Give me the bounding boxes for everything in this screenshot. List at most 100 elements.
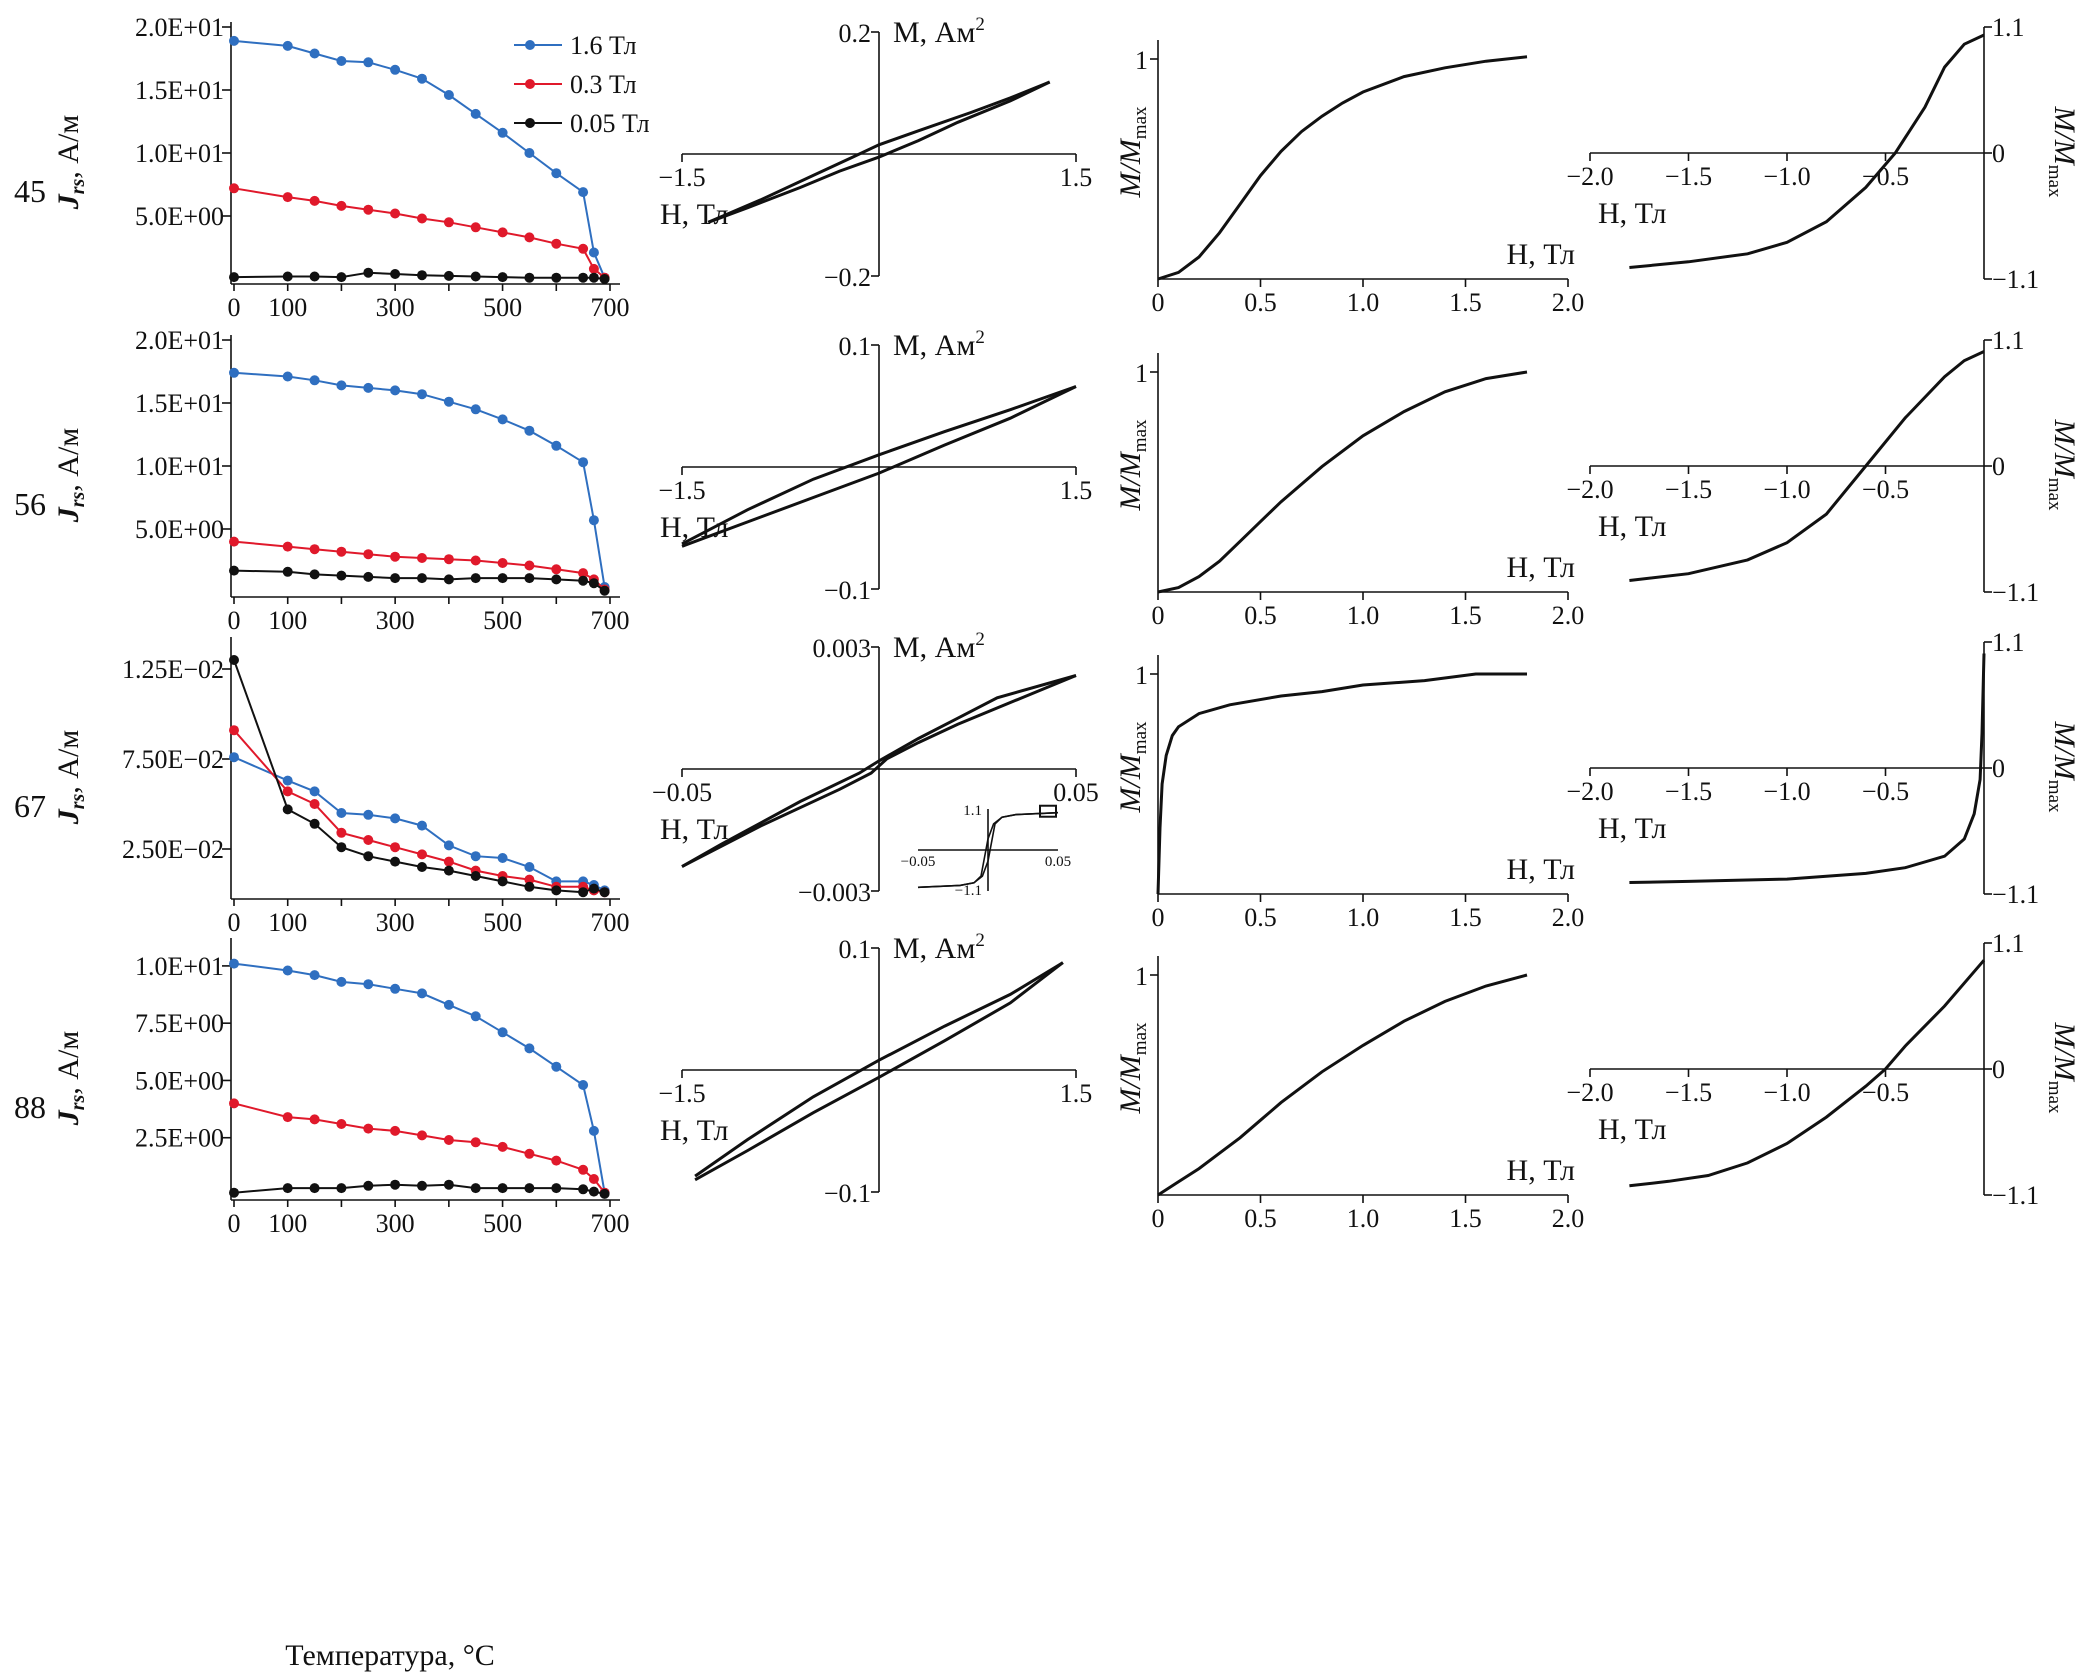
thermal-data-point bbox=[443, 999, 454, 1010]
thermal-data-point bbox=[363, 1180, 374, 1191]
mmax-label-sub: max bbox=[1130, 721, 1151, 754]
thermal-data-point bbox=[336, 808, 347, 818]
thermal-data-point bbox=[551, 564, 562, 575]
legend-marker bbox=[525, 118, 535, 128]
thermal-y-tick-label: 2.0E+01 bbox=[135, 326, 224, 355]
mmax-label-main: M/M bbox=[1114, 752, 1147, 813]
thermal-data-point bbox=[390, 813, 401, 824]
irm-curve bbox=[1157, 55, 1528, 281]
backfield-x-tick-label: −1.0 bbox=[1763, 162, 1810, 191]
irm-x-tick-label: 2.0 bbox=[1552, 1204, 1585, 1233]
thermal-data-point bbox=[497, 227, 508, 238]
thermal-data-point bbox=[551, 1155, 562, 1166]
thermal-data-point bbox=[551, 168, 562, 179]
m-label-superscript: 2 bbox=[975, 14, 985, 35]
backfield-x-tick-label: −0.5 bbox=[1862, 162, 1909, 191]
hysteresis-x-axis-label: H, Тл bbox=[660, 813, 728, 846]
thermal-data-point bbox=[578, 243, 589, 254]
thermal-data-point bbox=[309, 375, 320, 386]
mmax-label-sub: max bbox=[2044, 165, 2065, 198]
thermal-x-tick-label: 100 bbox=[268, 1209, 307, 1238]
thermal-data-point bbox=[551, 238, 562, 249]
thermal-data-point bbox=[309, 799, 320, 809]
thermal-data-point bbox=[470, 108, 481, 119]
thermal-data-point bbox=[470, 871, 481, 881]
thermal-data-point bbox=[443, 90, 454, 100]
thermal-data-point bbox=[497, 573, 508, 584]
backfield-y-tick-label: −1.1 bbox=[1992, 265, 2039, 294]
thermal-data-point bbox=[336, 200, 347, 211]
hysteresis-y-tick-label: −0.2 bbox=[824, 263, 871, 292]
thermal-data-point bbox=[588, 515, 599, 526]
backfield-x-axis-label: H, Тл bbox=[1598, 197, 1666, 230]
backfield-x-tick-label: −2.0 bbox=[1566, 162, 1613, 191]
thermal-x-tick-label: 0 bbox=[228, 1209, 241, 1238]
thermal-data-point bbox=[524, 272, 535, 283]
backfield-x-axis-label: H, Тл bbox=[1598, 812, 1666, 845]
backfield-y-tick-label: −1.1 bbox=[1992, 1181, 2039, 1210]
thermal-data-point bbox=[282, 541, 293, 552]
irm-y-tick-label: 1 bbox=[1135, 661, 1148, 690]
hysteresis-y-axis-label: M, Ам2 bbox=[893, 14, 985, 49]
thermal-data-point bbox=[390, 856, 401, 867]
thermal-data-point bbox=[470, 1183, 481, 1194]
thermal-data-point bbox=[417, 389, 427, 400]
mmax-label-sub: max bbox=[2044, 1081, 2065, 1114]
thermal-data-point bbox=[443, 396, 454, 407]
thermal-x-tick-label: 300 bbox=[376, 1209, 415, 1238]
thermal-data-point bbox=[417, 862, 427, 872]
hysteresis-upper-branch bbox=[681, 385, 1077, 546]
thermal-data-point bbox=[417, 73, 427, 84]
thermal-y-axis-label: Jrs, А/м bbox=[52, 730, 89, 826]
thermal-data-point bbox=[470, 573, 481, 584]
backfield-x-tick-label: −2.0 bbox=[1566, 777, 1613, 806]
hysteresis-y-axis-label: M, Ам2 bbox=[893, 629, 985, 664]
thermal-data-point bbox=[524, 148, 535, 158]
y-label-symbol: J bbox=[52, 808, 85, 825]
thermal-data-point bbox=[470, 1011, 481, 1022]
thermal-y-tick-label: 1.0E+01 bbox=[135, 139, 224, 168]
irm-curve bbox=[1157, 973, 1528, 1197]
hysteresis-x-tick-label: 1.5 bbox=[1060, 163, 1093, 192]
hysteresis-lower-branch bbox=[681, 385, 1077, 548]
thermal-data-point bbox=[390, 551, 401, 562]
thermal-data-point bbox=[309, 271, 320, 282]
thermal-data-point bbox=[578, 1184, 589, 1195]
thermal-data-point bbox=[443, 270, 454, 281]
thermal-data-point bbox=[588, 263, 599, 274]
y-label-unit: , А/м bbox=[52, 115, 85, 179]
thermal-data-point bbox=[229, 958, 239, 969]
thermal-data-point bbox=[229, 1098, 239, 1109]
thermal-data-point bbox=[578, 575, 589, 586]
y-label-subscript: rs bbox=[67, 491, 89, 507]
thermal-x-tick-label: 500 bbox=[483, 606, 522, 635]
hysteresis-x-tick-label: −1.5 bbox=[658, 476, 705, 505]
thermal-data-point bbox=[390, 269, 401, 279]
thermal-data-point bbox=[443, 856, 454, 867]
thermal-x-tick-label: 700 bbox=[591, 606, 630, 635]
thermal-data-point bbox=[363, 1123, 374, 1134]
thermal-data-point bbox=[336, 570, 347, 581]
hysteresis-y-tick-label: 0.1 bbox=[839, 332, 872, 361]
thermal-data-point bbox=[417, 1130, 427, 1141]
thermal-data-point bbox=[551, 574, 562, 585]
irm-x-tick-label: 1.0 bbox=[1347, 903, 1380, 932]
thermal-data-point bbox=[443, 1135, 454, 1145]
thermal-data-point bbox=[443, 840, 454, 851]
hysteresis-x-tick-label: −1.5 bbox=[658, 1079, 705, 1108]
legend-label: 0.05 Тл bbox=[570, 109, 650, 138]
backfield-curve bbox=[1629, 350, 1985, 582]
backfield-x-axis-label: H, Тл bbox=[1598, 1113, 1666, 1146]
y-label-subscript: rs bbox=[67, 178, 89, 194]
backfield-y-tick-label: −1.1 bbox=[1992, 578, 2039, 607]
thermal-data-point bbox=[470, 222, 481, 233]
irm-x-tick-label: 1.5 bbox=[1449, 1204, 1482, 1233]
thermal-data-point bbox=[229, 1187, 239, 1198]
hysteresis-x-axis-label: H, Тл bbox=[660, 1114, 728, 1147]
legend-marker bbox=[525, 79, 535, 89]
thermal-data-point bbox=[390, 983, 401, 994]
thermal-data-point bbox=[497, 1027, 508, 1038]
irm-y-axis-label: M/Mmax bbox=[1114, 419, 1151, 512]
thermal-y-tick-label: 1.25E−02 bbox=[122, 655, 224, 684]
irm-x-tick-label: 1.0 bbox=[1347, 1204, 1380, 1233]
